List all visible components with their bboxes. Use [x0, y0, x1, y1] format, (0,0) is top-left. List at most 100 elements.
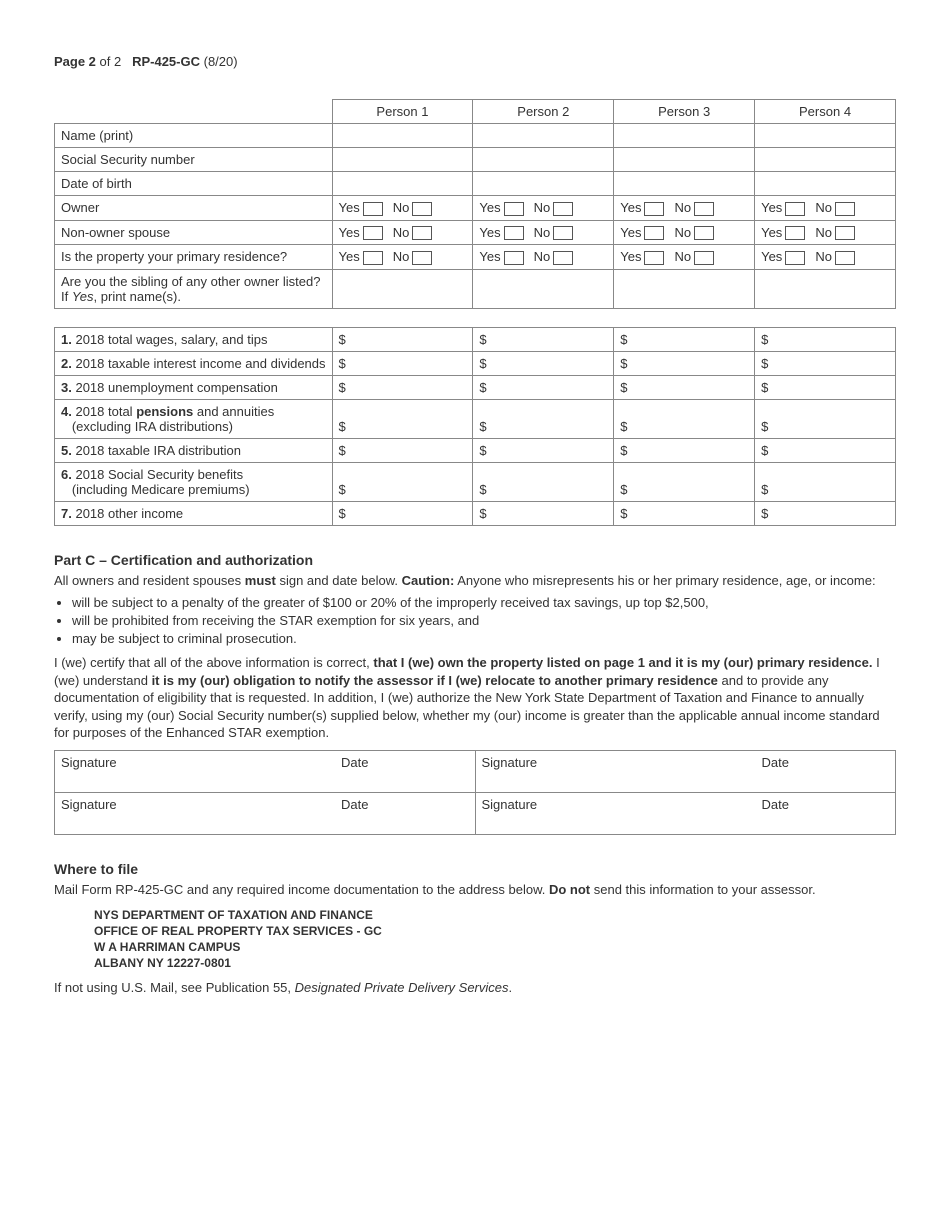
yesno-cell: YesNo	[473, 245, 614, 270]
checkbox[interactable]	[504, 251, 524, 265]
amount-input[interactable]: $	[332, 399, 473, 438]
amount-input[interactable]: $	[755, 399, 896, 438]
part-c-title: Part C – Certification and authorization	[54, 552, 896, 568]
signature-cell[interactable]: SignatureDate	[475, 792, 896, 834]
table-row: Name (print)	[55, 124, 896, 148]
checkbox[interactable]	[785, 226, 805, 240]
no-label: No	[393, 249, 410, 264]
checkbox[interactable]	[553, 202, 573, 216]
signature-label: Signature	[482, 797, 538, 812]
currency-symbol: $	[479, 482, 486, 497]
checkbox[interactable]	[412, 251, 432, 265]
name-input[interactable]	[332, 124, 473, 148]
checkbox[interactable]	[785, 202, 805, 216]
checkbox[interactable]	[694, 202, 714, 216]
amount-input[interactable]: $	[473, 462, 614, 501]
checkbox[interactable]	[504, 226, 524, 240]
ssn-input[interactable]	[614, 148, 755, 172]
currency-symbol: $	[339, 356, 346, 371]
amount-input[interactable]: $	[755, 501, 896, 525]
sibling-input[interactable]	[614, 269, 755, 308]
currency-symbol: $	[761, 419, 768, 434]
checkbox[interactable]	[412, 202, 432, 216]
amount-input[interactable]: $	[473, 351, 614, 375]
checkbox[interactable]	[835, 202, 855, 216]
checkbox[interactable]	[835, 251, 855, 265]
checkbox[interactable]	[363, 251, 383, 265]
signature-cell[interactable]: SignatureDate	[55, 750, 476, 792]
checkbox[interactable]	[553, 226, 573, 240]
checkbox[interactable]	[694, 251, 714, 265]
signature-cell[interactable]: SignatureDate	[55, 792, 476, 834]
row-sub: (including Medicare premiums)	[72, 482, 250, 497]
checkbox[interactable]	[644, 251, 664, 265]
row-num: 7.	[61, 506, 72, 521]
checkbox[interactable]	[363, 202, 383, 216]
amount-input[interactable]: $	[755, 438, 896, 462]
amount-input[interactable]: $	[755, 327, 896, 351]
amount-input[interactable]: $	[614, 462, 755, 501]
name-input[interactable]	[473, 124, 614, 148]
amount-input[interactable]: $	[473, 327, 614, 351]
amount-input[interactable]: $	[755, 375, 896, 399]
amount-input[interactable]: $	[473, 501, 614, 525]
amount-input[interactable]: $	[614, 351, 755, 375]
page-of: of 2	[100, 54, 122, 69]
currency-symbol: $	[339, 443, 346, 458]
checkbox[interactable]	[412, 226, 432, 240]
where-tail: If not using U.S. Mail, see Publication …	[54, 979, 896, 997]
checkbox[interactable]	[644, 226, 664, 240]
amount-input[interactable]: $	[332, 327, 473, 351]
checkbox[interactable]	[694, 226, 714, 240]
currency-symbol: $	[339, 506, 346, 521]
ssn-input[interactable]	[332, 148, 473, 172]
yesno-cell: YesNo	[755, 245, 896, 270]
amount-input[interactable]: $	[614, 375, 755, 399]
person-header: Person 3	[614, 100, 755, 124]
amount-input[interactable]: $	[614, 327, 755, 351]
name-input[interactable]	[755, 124, 896, 148]
name-input[interactable]	[614, 124, 755, 148]
amount-input[interactable]: $	[614, 501, 755, 525]
sibling-input[interactable]	[473, 269, 614, 308]
amount-input[interactable]: $	[332, 375, 473, 399]
sibling-input[interactable]	[332, 269, 473, 308]
dob-input[interactable]	[755, 172, 896, 196]
amount-input[interactable]: $	[473, 438, 614, 462]
amount-input[interactable]: $	[332, 351, 473, 375]
amount-input[interactable]: $	[332, 501, 473, 525]
dob-input[interactable]	[614, 172, 755, 196]
currency-symbol: $	[761, 356, 768, 371]
amount-input[interactable]: $	[332, 438, 473, 462]
checkbox[interactable]	[785, 251, 805, 265]
yes-label: Yes	[339, 225, 360, 240]
yesno-cell: YesNo	[614, 220, 755, 245]
checkbox[interactable]	[553, 251, 573, 265]
amount-input[interactable]: $	[473, 375, 614, 399]
amount-input[interactable]: $	[614, 399, 755, 438]
amount-input[interactable]: $	[473, 399, 614, 438]
where-title: Where to file	[54, 861, 896, 877]
ssn-input[interactable]	[473, 148, 614, 172]
checkbox[interactable]	[644, 202, 664, 216]
signature-label: Signature	[61, 755, 117, 770]
amount-input[interactable]: $	[614, 438, 755, 462]
dob-input[interactable]	[473, 172, 614, 196]
sibling-input[interactable]	[755, 269, 896, 308]
blank-corner	[55, 100, 333, 124]
amount-input[interactable]: $	[755, 462, 896, 501]
checkbox[interactable]	[835, 226, 855, 240]
currency-symbol: $	[620, 332, 627, 347]
checkbox[interactable]	[504, 202, 524, 216]
ssn-input[interactable]	[755, 148, 896, 172]
amount-input[interactable]: $	[755, 351, 896, 375]
dob-input[interactable]	[332, 172, 473, 196]
signature-cell[interactable]: SignatureDate	[475, 750, 896, 792]
checkbox[interactable]	[363, 226, 383, 240]
row-text: 2018 Social Security benefits	[75, 467, 243, 482]
table-row: 2. 2018 taxable interest income and divi…	[55, 351, 896, 375]
table-row: Non-owner spouse YesNo YesNo YesNo YesNo	[55, 220, 896, 245]
row-label: Date of birth	[55, 172, 333, 196]
table-row: 1. 2018 total wages, salary, and tips $ …	[55, 327, 896, 351]
amount-input[interactable]: $	[332, 462, 473, 501]
